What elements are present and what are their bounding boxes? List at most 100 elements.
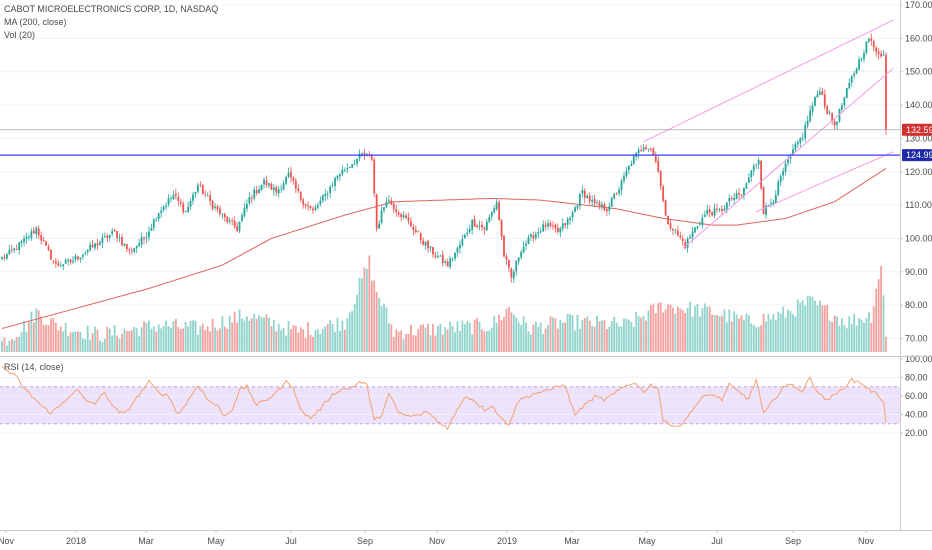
volume-bar [676, 306, 679, 352]
candle-body [326, 193, 329, 195]
volume-bar [192, 320, 194, 352]
price-pane-grid [0, 4, 900, 339]
volume-bar [601, 320, 603, 352]
volume-bar [608, 326, 611, 352]
volume-bar [833, 315, 836, 352]
candle-body [172, 194, 175, 199]
candle-body [184, 211, 187, 213]
candle-body [569, 217, 572, 220]
volume-bar [373, 280, 376, 352]
volume-bar [694, 306, 696, 352]
volume-bar [522, 316, 525, 352]
volume-bar [45, 324, 47, 352]
candle-body [674, 229, 677, 231]
volume-bar [145, 322, 148, 352]
candle-body [103, 236, 106, 237]
candle-body [351, 164, 354, 168]
candle-body [211, 200, 214, 209]
candle-body [723, 208, 726, 211]
candle-body [307, 205, 309, 207]
rsi-legend: RSI (14, close) [4, 362, 64, 372]
volume-bar [309, 334, 312, 352]
volume-bar [96, 329, 99, 352]
volume-bar [287, 320, 290, 352]
candle-body [843, 97, 846, 106]
candle-body [853, 73, 856, 76]
volume-bar [446, 329, 449, 352]
candle-body [412, 226, 415, 231]
volume-bar [32, 322, 35, 352]
volume-bar [326, 324, 329, 352]
candle-body [632, 155, 635, 164]
volume-bar [478, 321, 481, 352]
candle-body [841, 105, 843, 110]
time-tick-label: 2018 [66, 536, 86, 546]
candle-body [630, 163, 633, 166]
candle-body [559, 227, 562, 233]
price-tick-label: 100.00 [905, 233, 932, 243]
candle-body [860, 58, 863, 60]
candle-body [760, 160, 763, 189]
candle-body [204, 194, 207, 196]
volume-bar [77, 331, 79, 352]
volume-bar [407, 333, 410, 352]
candle-body [1, 257, 3, 259]
candle-body [258, 189, 261, 193]
candle-body [309, 206, 312, 209]
candle-body [828, 112, 831, 114]
support-price-badge[interactable]: 124.99 [902, 149, 932, 162]
volume-bar [116, 335, 118, 352]
volume-bar [596, 315, 598, 352]
candle-body [716, 208, 718, 210]
volume-bar [422, 324, 425, 352]
price-tick-label: 130.00 [905, 133, 932, 143]
volume-bar [481, 329, 483, 352]
volume-bar [485, 331, 488, 352]
volume-bar [507, 306, 510, 352]
volume-bar [544, 328, 547, 352]
volume-bar [620, 326, 623, 352]
price-tick-label: 140.00 [905, 100, 932, 110]
last-price-badge-text: 132.59 [906, 125, 932, 135]
candle-body [167, 198, 170, 205]
candle-body [672, 228, 674, 231]
candle-body [388, 200, 390, 202]
candle-body [400, 214, 403, 218]
candle-body [505, 256, 508, 260]
volume-bar [334, 332, 336, 352]
last-price-badge[interactable]: 132.59 [902, 123, 932, 136]
volume-bar [843, 324, 846, 352]
volume-bar [836, 316, 838, 352]
volume-bar [197, 334, 199, 352]
candle-body [762, 187, 765, 215]
rsi-tick-label: 40.00 [905, 410, 928, 420]
candle-body [476, 225, 478, 228]
volume-bar [721, 315, 723, 352]
volume-bar [468, 322, 471, 352]
candle-body [86, 250, 89, 253]
volume-bar [143, 321, 145, 352]
candle-body [554, 224, 557, 229]
candle-body [148, 231, 150, 238]
candle-body [806, 120, 809, 126]
candle-body [138, 243, 141, 247]
volume-bar [476, 317, 478, 352]
candle-body [187, 206, 190, 212]
volume-bar [747, 315, 750, 352]
volume-bar [571, 315, 574, 352]
candle-body [816, 94, 819, 98]
candle-body [711, 212, 714, 216]
candle-body [821, 91, 824, 95]
volume-bar [268, 317, 270, 352]
volume-bar [152, 326, 155, 352]
candle-body [885, 55, 887, 131]
candle-body [321, 195, 324, 201]
volume-bar [434, 335, 437, 352]
candle-body [422, 240, 425, 245]
volume-bar [162, 326, 165, 352]
volume-bar [400, 330, 403, 352]
candle-body [882, 54, 885, 56]
candle-body [339, 174, 341, 177]
candle-body [157, 213, 160, 219]
candle-body [755, 164, 758, 166]
